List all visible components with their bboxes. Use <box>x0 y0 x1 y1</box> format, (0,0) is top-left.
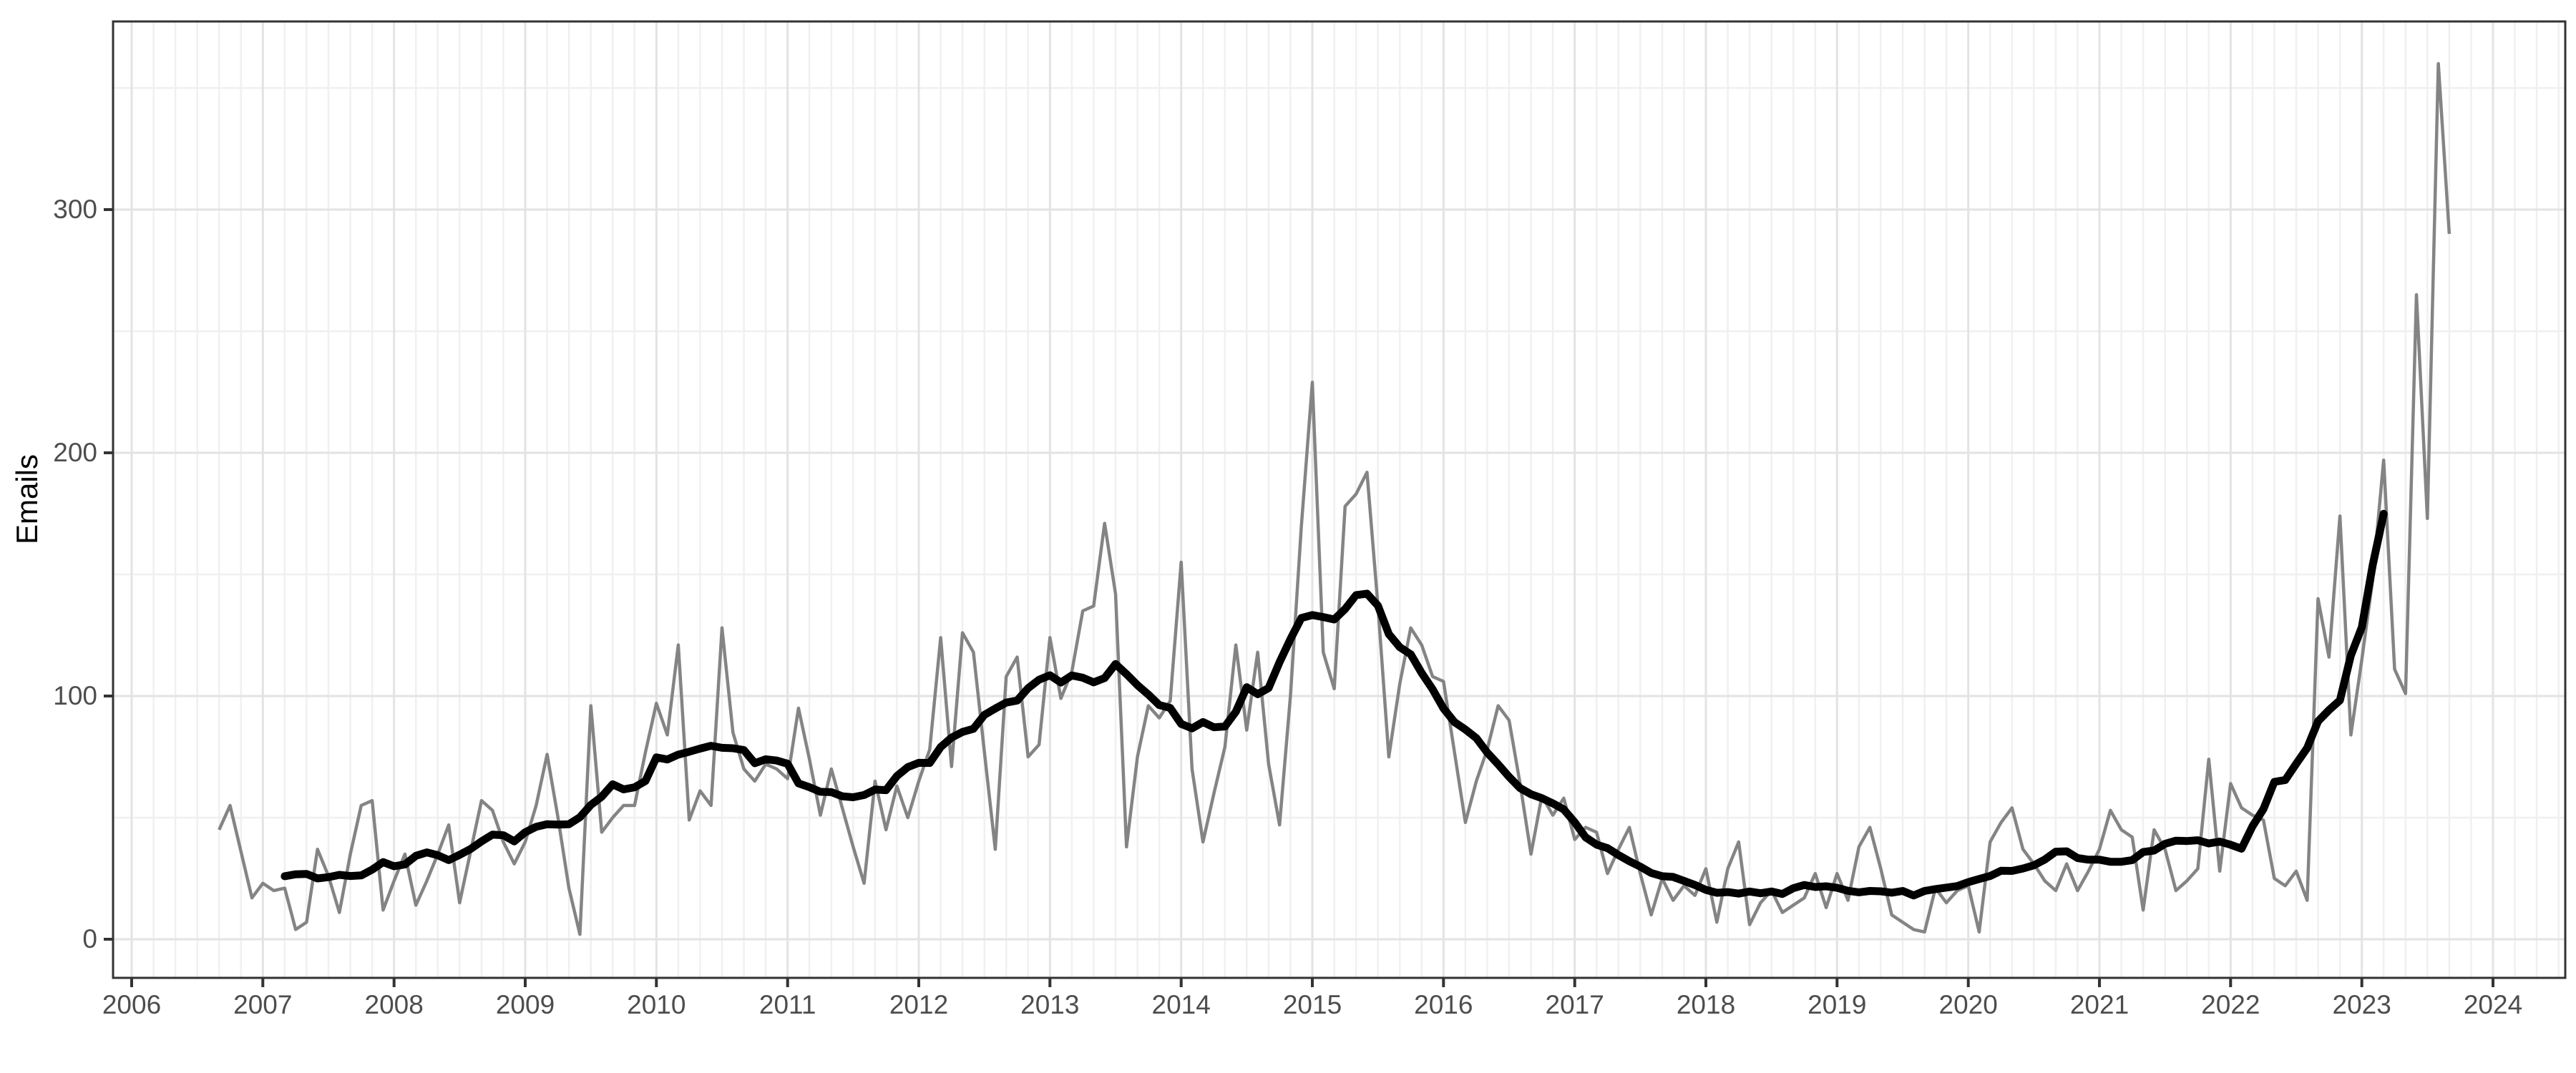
x-tick-label: 2020 <box>1939 990 1998 1019</box>
x-tick-label: 2010 <box>627 990 686 1019</box>
rolling-mean-line <box>280 509 2388 900</box>
y-tick-label: 100 <box>53 681 97 710</box>
x-tick-label: 2008 <box>365 990 424 1019</box>
x-axis-labels: 2006 2007 2008 2009 2010 2011 2012 2013 2014 2015… <box>102 990 2522 1019</box>
x-tick-label: 2012 <box>889 990 948 1019</box>
minor-gridlines <box>113 21 2565 978</box>
x-tick-label: 2018 <box>1677 990 1735 1019</box>
x-tick-label: 2006 <box>102 990 161 1019</box>
x-tick-label: 2023 <box>2333 990 2391 1019</box>
axis-tick-marks <box>104 208 2494 987</box>
x-tick-label: 2015 <box>1283 990 1342 1019</box>
y-axis-labels: 0 100 200 300 <box>53 195 97 954</box>
x-tick-label: 2009 <box>496 990 555 1019</box>
x-tick-label: 2022 <box>2201 990 2260 1019</box>
x-tick-label: 2011 <box>759 990 816 1019</box>
x-tick-label: 2017 <box>1546 990 1604 1019</box>
y-tick-label: 200 <box>53 438 97 467</box>
y-tick-label: 300 <box>53 195 97 224</box>
major-gridlines <box>113 21 2565 978</box>
y-tick-label: 0 <box>82 924 97 954</box>
x-tick-label: 2007 <box>233 990 292 1019</box>
monthly-emails-line <box>218 62 2451 936</box>
panel-border <box>112 20 2567 979</box>
x-tick-label: 2014 <box>1152 990 1211 1019</box>
x-tick-label: 2024 <box>2464 990 2522 1019</box>
x-tick-label: 2021 <box>2070 990 2129 1019</box>
x-tick-label: 2013 <box>1020 990 1079 1019</box>
y-axis-title: Emails <box>10 454 44 544</box>
x-tick-label: 2019 <box>1807 990 1866 1019</box>
x-tick-label: 2016 <box>1414 990 1473 1019</box>
